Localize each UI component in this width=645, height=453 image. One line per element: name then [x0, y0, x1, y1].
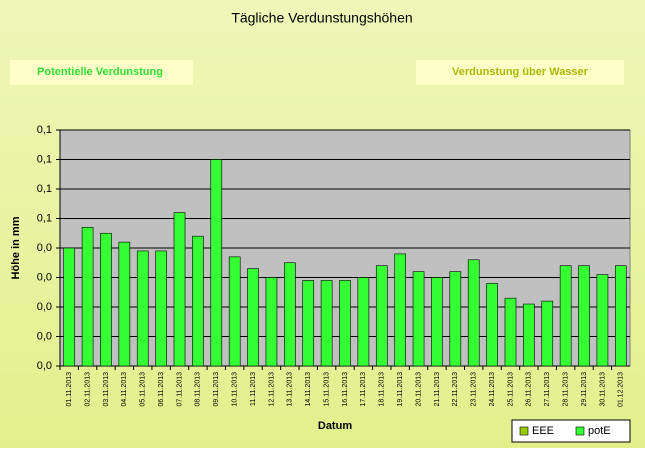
x-tick-label: 21.11.2013 [434, 372, 441, 407]
x-tick-label: 06.11.2013 [158, 372, 165, 407]
bar [596, 274, 609, 367]
x-tick-label: 08.11.2013 [195, 372, 202, 407]
bar [118, 241, 131, 367]
bar [247, 268, 259, 367]
bar [136, 250, 149, 367]
bar [63, 247, 76, 367]
bar [284, 262, 296, 367]
x-tick-label: 19.11.2013 [397, 372, 404, 407]
y-tick-label: 0,1 [37, 212, 52, 224]
x-tick-label: 11.11.2013 [250, 372, 257, 406]
bar [320, 280, 333, 367]
x-tick-label: 05.11.2013 [140, 372, 147, 407]
bar [578, 265, 590, 367]
chart-title: Tägliche Verdunstungshöhen [231, 10, 412, 26]
x-tick-label: 29.11.2013 [581, 372, 588, 407]
x-tick-label: 28.11.2013 [562, 372, 569, 407]
x-tick-label: 02.11.2013 [84, 372, 91, 407]
bar [614, 265, 627, 367]
x-tick-label: 30.11.2013 [599, 372, 606, 407]
bar [504, 297, 517, 367]
y-tick-label: 0,0 [37, 360, 52, 372]
y-tick-label: 0,0 [37, 271, 52, 283]
x-tick-label: 20.11.2013 [415, 372, 422, 407]
bar [265, 277, 278, 367]
y-tick-label: 0,0 [37, 301, 52, 313]
bar [467, 259, 480, 367]
legend-label: EEE [532, 425, 554, 437]
x-tick-label: 10.11.2013 [232, 372, 239, 407]
bar [431, 277, 443, 367]
x-tick-label: 09.11.2013 [213, 372, 220, 407]
bar [210, 159, 223, 367]
x-tick-label: 12.11.2013 [268, 372, 275, 407]
bar [412, 271, 425, 367]
x-tick-label: 14.11.2013 [305, 372, 312, 407]
x-tick-label: 25.11.2013 [507, 372, 514, 407]
legend-label: potE [588, 425, 611, 437]
bar [155, 250, 167, 367]
bar [81, 227, 94, 367]
x-tick-label: 27.11.2013 [544, 372, 551, 407]
legend-box [511, 419, 631, 443]
x-tick-label: 07.11.2013 [176, 372, 183, 407]
bar [173, 212, 186, 367]
y-tick-label: 0,1 [37, 124, 52, 136]
button-label[interactable]: Potentielle Verdunstung [37, 66, 163, 78]
x-tick-label: 15.11.2013 [323, 372, 330, 407]
y-tick-label: 0,1 [37, 183, 52, 195]
bar [339, 280, 351, 367]
bar [375, 265, 388, 367]
button-box[interactable] [416, 60, 624, 85]
x-tick-label: 17.11.2013 [360, 372, 367, 407]
x-tick-label: 24.11.2013 [489, 372, 496, 407]
bar [449, 271, 462, 367]
button-box[interactable] [10, 60, 193, 85]
x-tick-label: 23.11.2013 [471, 372, 478, 407]
y-tick-label: 0,0 [37, 242, 52, 254]
button-label[interactable]: Verdunstung über Wasser [452, 66, 589, 78]
x-tick-label: 01.11.2013 [66, 372, 73, 407]
x-tick-label: 13.11.2013 [287, 372, 294, 407]
x-axis-label: Datum [318, 420, 352, 432]
x-tick-label: 22.11.2013 [452, 372, 459, 407]
legend-swatch [519, 426, 529, 436]
bar [100, 232, 112, 367]
bar [486, 283, 498, 367]
bar [394, 253, 406, 367]
x-tick-label: 16.11.2013 [342, 372, 349, 407]
bar [541, 300, 554, 367]
x-tick-label: 04.11.2013 [121, 372, 128, 407]
x-tick-label: 03.11.2013 [103, 372, 110, 407]
button[interactable]: Verdunstung über Wasser [416, 60, 624, 85]
bar [302, 280, 315, 367]
bar [192, 235, 204, 367]
button[interactable]: Potentielle Verdunstung [10, 60, 193, 85]
y-axis-label: Höhe in mm [10, 216, 22, 279]
x-tick-label: 01.12.2013 [618, 372, 625, 407]
legend-swatch [575, 426, 585, 436]
bar [523, 303, 535, 367]
y-tick-label: 0,1 [37, 153, 52, 165]
x-tick-label: 18.11.2013 [379, 372, 386, 407]
y-tick-label: 0,0 [37, 330, 52, 342]
x-tick-label: 26.11.2013 [526, 372, 533, 407]
bar [228, 256, 241, 367]
bar [357, 277, 370, 367]
bar [559, 265, 572, 367]
